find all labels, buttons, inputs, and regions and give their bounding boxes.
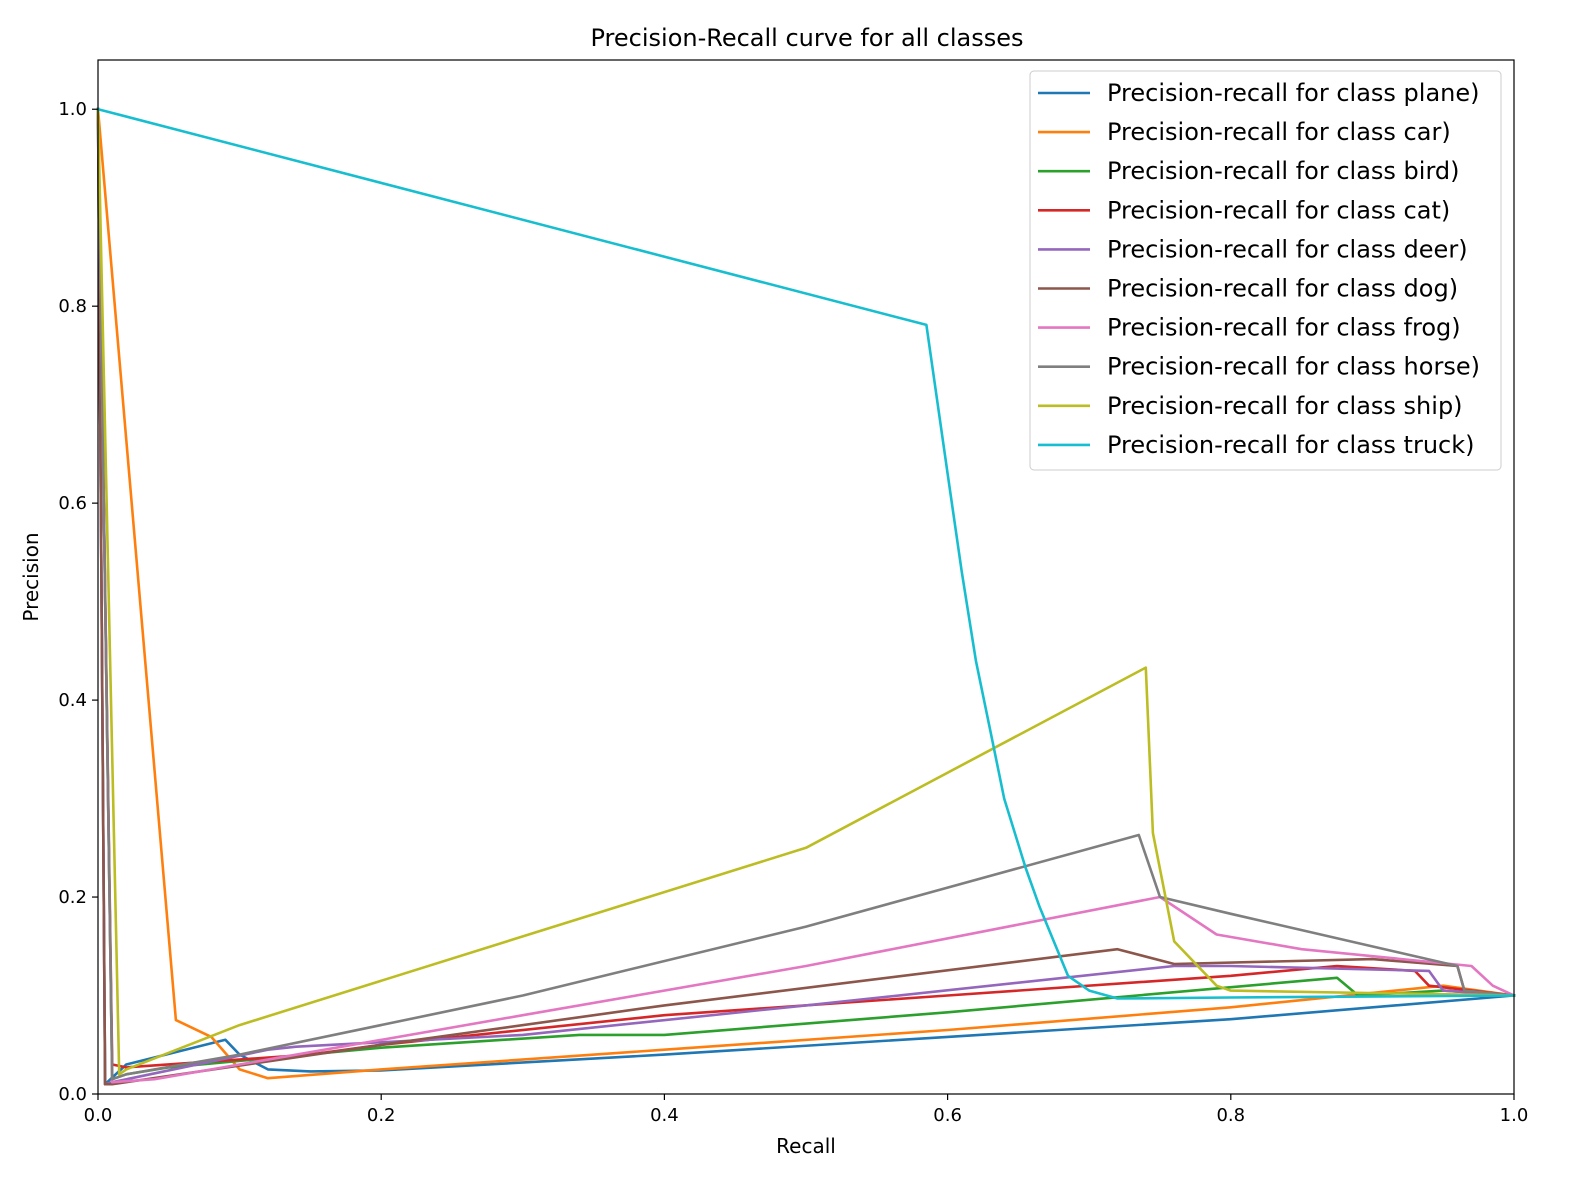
legend-label-4: Precision-recall for class deer)	[1107, 235, 1468, 263]
legend: Precision-recall for class plane) Precisi…	[1029, 70, 1502, 471]
series-line-6	[96, 107, 1516, 1084]
y-axis: 0.0 0.2 0.4 0.6 0.8 1.0	[58, 99, 98, 1105]
legend-label-7: Precision-recall for class horse)	[1107, 353, 1480, 381]
legend-label-6: Precision-recall for class frog)	[1107, 314, 1461, 342]
y-tick-label: 0.6	[58, 493, 87, 514]
series-lines	[96, 107, 1516, 1086]
x-axis: 0.0 0.2 0.4 0.6 0.8 1.0	[84, 1094, 1529, 1126]
legend-label-5: Precision-recall for class dog)	[1107, 275, 1458, 303]
x-tick-label: 0.8	[1216, 1105, 1245, 1126]
legend-label-2: Precision-recall for class bird)	[1107, 157, 1460, 185]
x-tick-label: 1.0	[1500, 1105, 1529, 1126]
y-tick-label: 0.0	[58, 1084, 87, 1105]
x-tick-label: 0.4	[650, 1105, 679, 1126]
series-line-9	[96, 107, 1516, 1000]
chart-title: Precision-Recall curve for all classes	[591, 24, 1024, 52]
x-tick-label: 0.6	[933, 1105, 962, 1126]
y-tick-label: 0.4	[58, 690, 87, 711]
series-line-3	[96, 107, 1516, 1069]
y-tick-label: 0.2	[58, 887, 87, 908]
legend-box	[1029, 70, 1502, 471]
legend-label-9: Precision-recall for class truck)	[1107, 431, 1475, 459]
series-line-7	[96, 107, 1516, 1081]
legend-label-3: Precision-recall for class cat)	[1107, 196, 1450, 224]
series-line-1	[96, 107, 1516, 1080]
legend-label-1: Precision-recall for class car)	[1107, 118, 1451, 146]
x-tick-label: 0.2	[367, 1105, 396, 1126]
legend-label-8: Precision-recall for class ship)	[1107, 392, 1463, 420]
series-line-8	[96, 107, 1516, 1076]
plot-frame	[97, 59, 1515, 1095]
y-axis-label: Precision	[19, 532, 43, 621]
x-axis-label: Recall	[776, 1134, 836, 1158]
y-tick-label: 1.0	[58, 99, 87, 120]
x-tick-label: 0.0	[84, 1105, 113, 1126]
legend-label-0: Precision-recall for class plane)	[1107, 79, 1480, 107]
y-tick-label: 0.8	[58, 296, 87, 317]
